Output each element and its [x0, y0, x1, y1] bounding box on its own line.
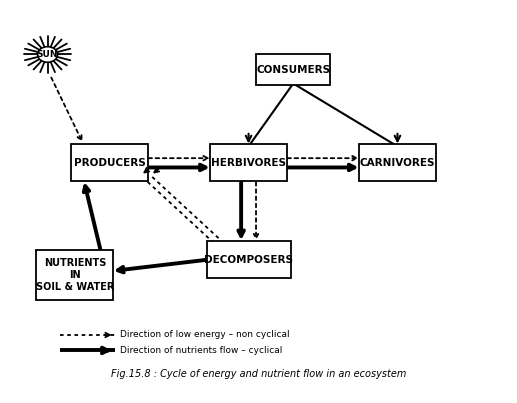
FancyBboxPatch shape: [359, 144, 436, 181]
FancyBboxPatch shape: [256, 54, 330, 85]
Text: CONSUMERS: CONSUMERS: [256, 65, 330, 75]
Circle shape: [38, 47, 57, 62]
Text: PRODUCERS: PRODUCERS: [74, 158, 145, 168]
Text: NUTRIENTS
IN
SOIL & WATER: NUTRIENTS IN SOIL & WATER: [36, 258, 114, 292]
Text: SUN: SUN: [37, 50, 58, 59]
Text: CARNIVORES: CARNIVORES: [360, 158, 435, 168]
FancyBboxPatch shape: [206, 241, 291, 278]
FancyBboxPatch shape: [210, 144, 287, 181]
Text: HERBIVORES: HERBIVORES: [211, 158, 286, 168]
Text: Direction of nutrients flow – cyclical: Direction of nutrients flow – cyclical: [119, 346, 282, 355]
FancyBboxPatch shape: [71, 144, 148, 181]
Text: Direction of low energy – non cyclical: Direction of low energy – non cyclical: [119, 330, 289, 339]
Text: DECOMPOSERS: DECOMPOSERS: [204, 255, 293, 264]
FancyBboxPatch shape: [36, 250, 113, 300]
Text: Fig.15.8 : Cycle of energy and nutrient flow in an ecosystem: Fig.15.8 : Cycle of energy and nutrient …: [111, 369, 406, 379]
